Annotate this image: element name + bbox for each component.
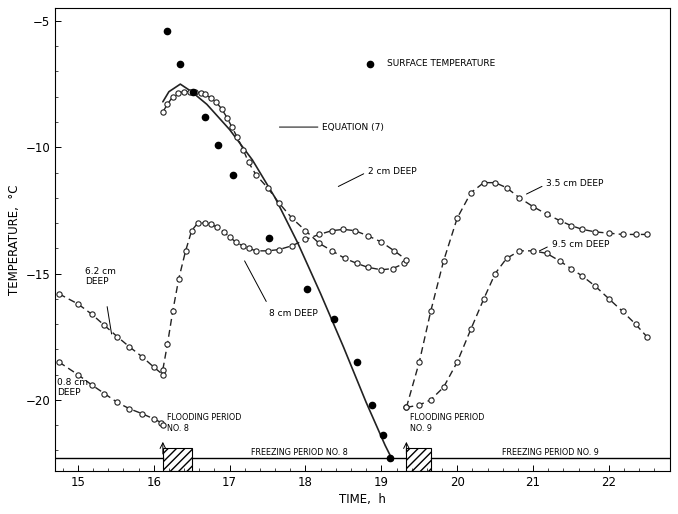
- Text: 3.5 cm DEEP: 3.5 cm DEEP: [546, 179, 603, 189]
- X-axis label: TIME,  h: TIME, h: [339, 492, 386, 506]
- Text: SURFACE TEMPERATURE: SURFACE TEMPERATURE: [387, 60, 496, 68]
- Text: EQUATION (7): EQUATION (7): [322, 122, 384, 132]
- Text: FREEZING PERIOD NO. 9: FREEZING PERIOD NO. 9: [502, 448, 599, 457]
- Text: FLOODING PERIOD
NO. 9: FLOODING PERIOD NO. 9: [410, 413, 485, 433]
- Y-axis label: TEMPERATURE,  °C: TEMPERATURE, °C: [8, 184, 21, 295]
- Text: 0.8 cm
DEEP: 0.8 cm DEEP: [57, 378, 87, 397]
- Text: 9.5 cm DEEP: 9.5 cm DEEP: [552, 240, 610, 249]
- Text: 2 cm DEEP: 2 cm DEEP: [367, 167, 416, 176]
- Bar: [163, 448, 192, 471]
- Text: FLOODING PERIOD
NO. 8: FLOODING PERIOD NO. 8: [167, 413, 241, 433]
- Text: 6.2 cm
DEEP: 6.2 cm DEEP: [85, 267, 117, 286]
- Text: 8 cm DEEP: 8 cm DEEP: [269, 309, 318, 318]
- Bar: [406, 448, 431, 471]
- Text: FREEZING PERIOD NO. 8: FREEZING PERIOD NO. 8: [251, 448, 347, 457]
